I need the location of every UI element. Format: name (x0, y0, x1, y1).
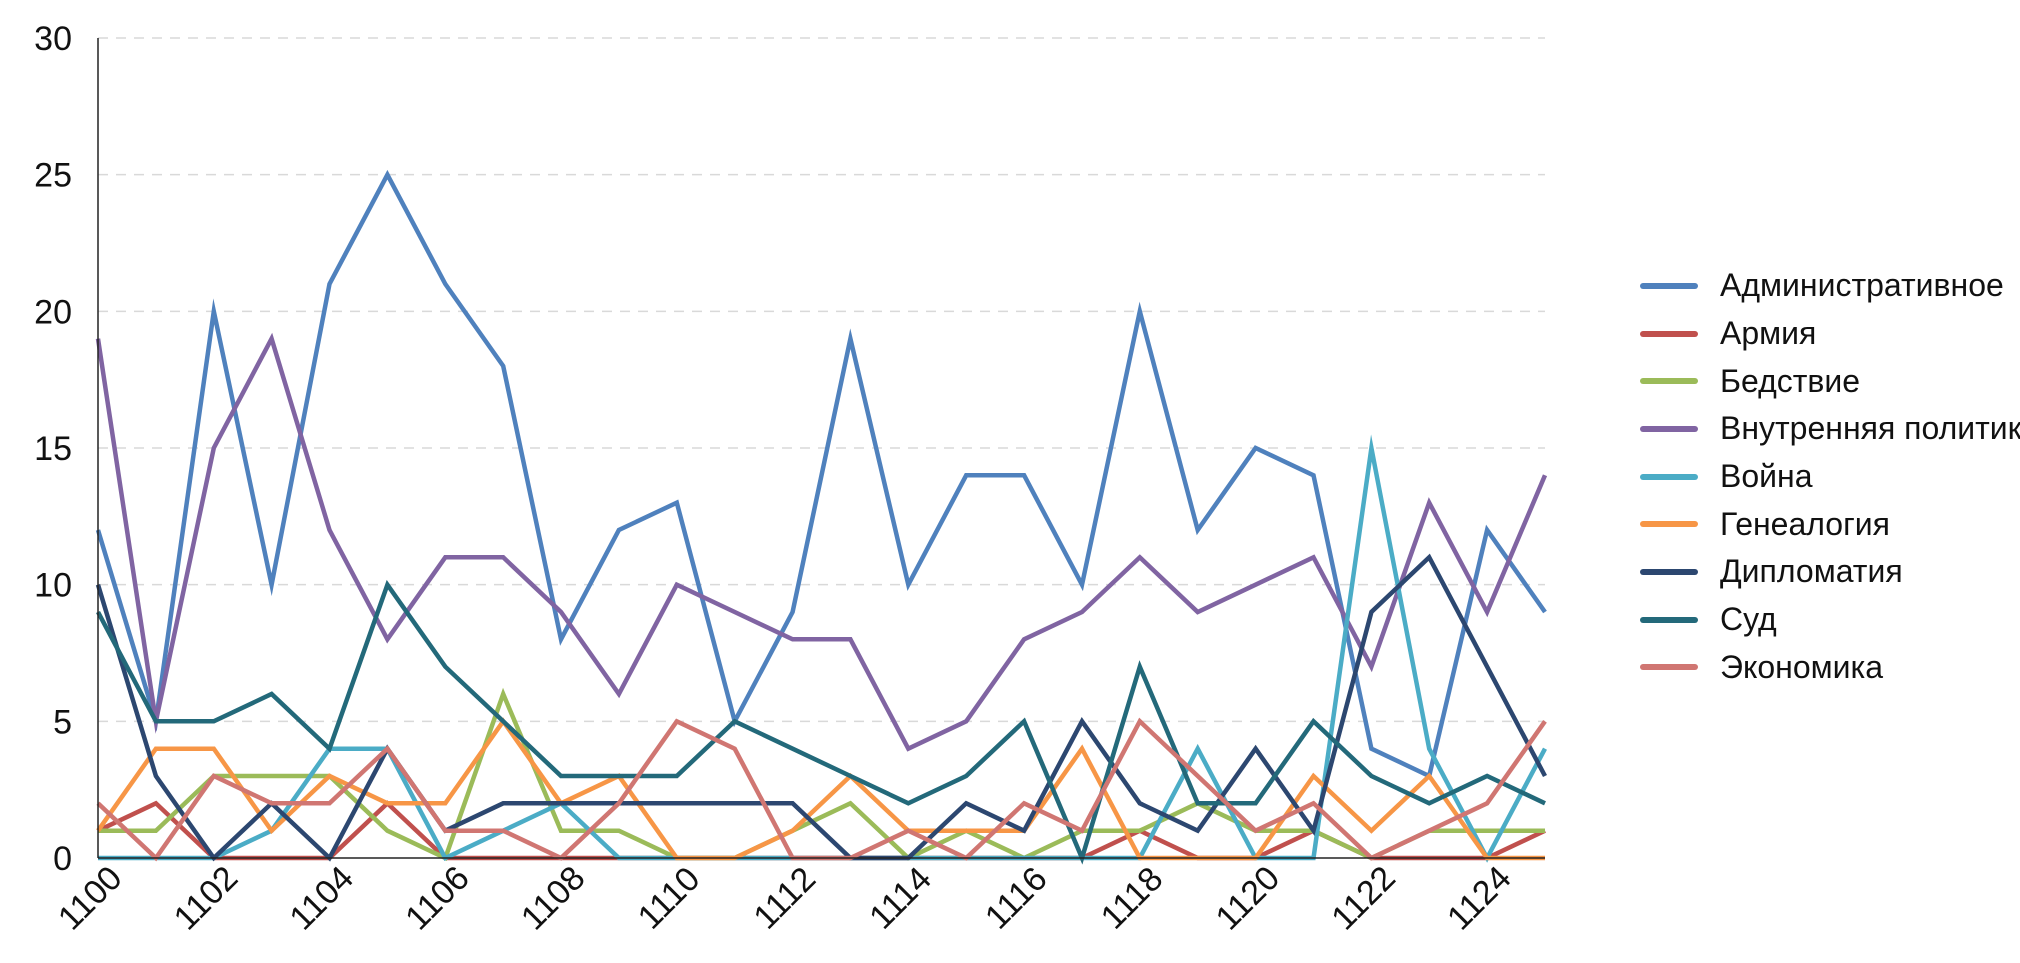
y-tick-label: 5 (53, 703, 72, 741)
legend-item: Генеалогия (1640, 500, 2010, 548)
legend-item: Экономика (1640, 644, 2010, 692)
x-tick-label: 1116 (978, 860, 1055, 937)
legend-swatch (1640, 425, 1698, 432)
legend-swatch (1640, 616, 1698, 623)
legend-label: Война (1720, 458, 1813, 495)
legend: Административное Армия Бедствие Внутренняя … (1640, 262, 2020, 692)
legend-label: Административное (1720, 267, 2004, 304)
legend-swatch (1640, 664, 1698, 671)
y-tick-label: 0 (53, 840, 72, 878)
legend-label: Суд (1720, 601, 1777, 638)
series-line (96, 579, 1546, 865)
legend-item: Административное (1640, 262, 2010, 310)
x-axis-ticks: 1100 1102 1104 1106 1108 1110 1112 1114 1116 1118… (51, 859, 1519, 938)
legend-item: Бедствие (1640, 357, 2010, 405)
gridlines (98, 37, 1545, 723)
series-line (95, 169, 1547, 780)
x-tick-label: 1102 (167, 859, 246, 938)
legend-swatch (1640, 282, 1698, 289)
x-tick-label: 1108 (514, 859, 593, 938)
series-line (98, 687, 1545, 862)
series-line (95, 553, 1547, 862)
legend-item: Война (1640, 453, 2010, 501)
legend-item: Суд (1640, 596, 2010, 644)
x-tick-label: 1112 (746, 860, 823, 937)
y-tick-label: 20 (34, 293, 72, 331)
axes (97, 38, 1545, 859)
x-tick-label: 1124 (1440, 859, 1519, 938)
series-line (95, 332, 1548, 752)
legend-label: Генеалогия (1720, 505, 1890, 542)
legend-label: Экономика (1720, 648, 1883, 685)
legend-label: Бедствие (1720, 362, 1861, 399)
legend-swatch (1640, 473, 1698, 480)
legend-item: Дипломатия (1640, 548, 2010, 596)
x-tick-label: 1110 (631, 860, 708, 937)
x-tick-label: 1114 (862, 860, 939, 937)
y-tick-label: 15 (34, 430, 72, 468)
legend-label: Дипломатия (1720, 553, 1903, 590)
legend-swatch (1640, 521, 1698, 528)
x-tick-label: 1106 (398, 859, 477, 938)
legend-label: Армия (1720, 315, 1817, 352)
y-axis-ticks: 0 5 10 15 20 25 30 (34, 20, 72, 878)
series-line (96, 717, 1545, 861)
legend-item: Внутренняя политика (1640, 405, 2020, 453)
legend-swatch (1640, 378, 1698, 385)
legend-label: Внутренняя политика (1720, 410, 2020, 447)
y-tick-label: 30 (34, 20, 72, 58)
x-tick-label: 1122 (1324, 859, 1403, 938)
series-lines (95, 169, 1548, 865)
x-tick-label: 1120 (1209, 859, 1288, 938)
legend-swatch (1640, 568, 1698, 575)
legend-swatch (1640, 330, 1698, 337)
y-tick-label: 10 (34, 567, 72, 605)
y-tick-label: 25 (34, 157, 72, 195)
x-tick-label: 1118 (1094, 860, 1171, 937)
series-line (98, 434, 1547, 863)
x-tick-label: 1104 (282, 859, 361, 938)
legend-item: Армия (1640, 310, 2010, 358)
